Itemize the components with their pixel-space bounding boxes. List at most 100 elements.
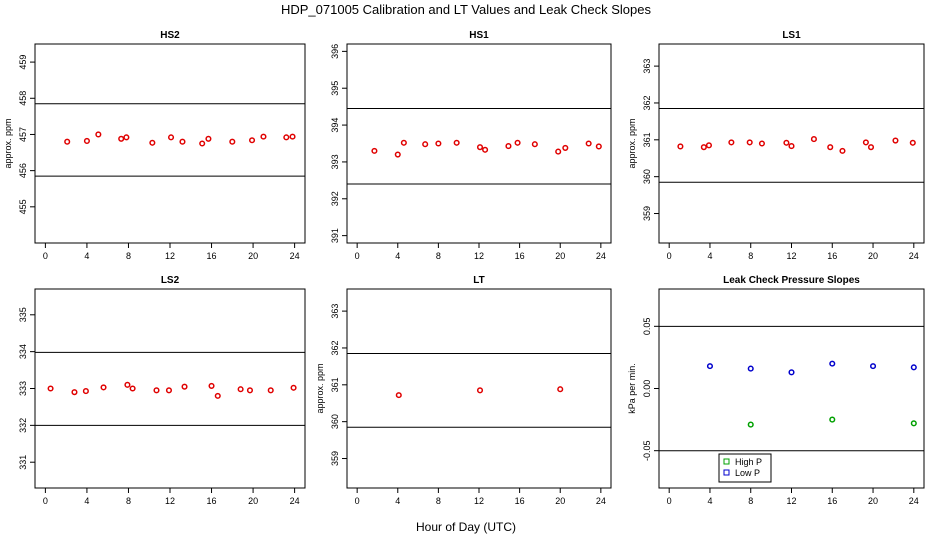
- data-point: [83, 137, 90, 145]
- data-point: [153, 387, 160, 394]
- data-point: [677, 143, 684, 150]
- panel-title: HS2: [160, 30, 180, 41]
- data-point: [165, 387, 173, 394]
- data-point: [214, 392, 221, 399]
- x-tick-label: 4: [707, 496, 712, 506]
- x-tick-label: 20: [868, 496, 878, 506]
- data-point: [149, 139, 156, 146]
- x-tick-label: 12: [474, 251, 484, 261]
- y-tick-label: 391: [330, 228, 340, 243]
- x-tick-label: 16: [515, 496, 525, 506]
- x-tick-label: 16: [515, 251, 525, 261]
- data-point: [706, 363, 714, 370]
- legend-marker: [723, 458, 730, 465]
- data-point: [827, 144, 834, 151]
- y-tick-label: 459: [18, 55, 28, 70]
- data-point: [289, 133, 296, 140]
- panel-title: LT: [473, 275, 484, 286]
- data-point: [862, 139, 869, 146]
- data-point: [788, 143, 795, 150]
- data-point: [747, 365, 754, 372]
- data-point: [208, 382, 215, 389]
- data-point: [746, 139, 753, 146]
- data-point: [422, 141, 429, 148]
- y-tick-label: 332: [18, 418, 28, 433]
- data-point: [705, 142, 712, 149]
- x-tick-label: 12: [165, 251, 175, 261]
- y-axis-label: approx. ppm: [3, 118, 13, 168]
- data-point: [829, 416, 836, 423]
- data-point: [910, 420, 917, 427]
- y-axis-label: approx. ppm: [627, 118, 637, 168]
- data-point: [124, 381, 131, 388]
- y-axis-label: approx. ppm: [315, 363, 325, 413]
- panel-title: LS1: [782, 30, 801, 41]
- x-tick-label: 8: [436, 496, 441, 506]
- data-point: [246, 387, 254, 394]
- data-point: [129, 385, 136, 392]
- x-tick-label: 8: [126, 496, 131, 506]
- x-tick-label: 16: [207, 251, 217, 261]
- data-point: [700, 144, 707, 151]
- y-tick-label: 457: [18, 127, 28, 142]
- data-point: [476, 387, 484, 394]
- x-tick-label: 20: [555, 251, 565, 261]
- x-tick-label: 8: [126, 251, 131, 261]
- plot-frame: [658, 288, 925, 489]
- y-tick-label: 395: [330, 81, 340, 96]
- panel-2: LS1 0 4 8 12 16 20 24 359 360 361 362 363 approx. ppm: [627, 30, 925, 261]
- x-tick-label: 24: [909, 251, 919, 261]
- y-tick-label: 0.05: [642, 318, 652, 336]
- data-point: [267, 387, 274, 394]
- data-point: [237, 386, 244, 393]
- y-tick-label: 335: [18, 307, 28, 322]
- y-tick-label: 363: [330, 304, 340, 319]
- data-point: [394, 151, 401, 158]
- data-point: [555, 148, 562, 155]
- data-point: [585, 140, 592, 147]
- data-point: [910, 364, 917, 371]
- x-tick-label: 24: [909, 496, 919, 506]
- x-tick-label: 8: [748, 251, 753, 261]
- x-tick-label: 0: [43, 251, 48, 261]
- panel-3: LS2 0 4 8 12 16 20 24 331 332 333 334 335: [18, 275, 306, 506]
- y-tick-label: 363: [642, 59, 652, 74]
- data-point: [95, 131, 102, 138]
- y-tick-label: 361: [642, 132, 652, 147]
- panels: HS2 0 4 8 12 16 20 24 455 456 457 458 459 approx. ppm…: [3, 30, 925, 506]
- x-tick-label: 24: [596, 496, 606, 506]
- y-tick-label: 331: [18, 455, 28, 470]
- y-tick-label: 392: [330, 191, 340, 206]
- y-tick-label: 361: [330, 377, 340, 392]
- y-tick-label: 362: [642, 95, 652, 110]
- data-point: [248, 137, 256, 144]
- data-point: [123, 134, 130, 141]
- data-point: [514, 139, 521, 146]
- x-tick-label: 0: [667, 496, 672, 506]
- data-point: [829, 360, 836, 367]
- x-tick-label: 20: [248, 496, 258, 506]
- data-point: [505, 143, 512, 150]
- figure-title: HDP_071005 Calibration and LT Values and…: [281, 2, 652, 17]
- panel-title: HS1: [469, 30, 489, 41]
- x-tick-label: 0: [355, 496, 360, 506]
- data-point: [557, 386, 564, 393]
- x-tick-label: 16: [827, 496, 837, 506]
- y-tick-label: 455: [18, 199, 28, 214]
- data-point: [482, 146, 489, 153]
- panel-5: Leak Check Pressure Slopes 0 4 8 12 16 20 24 -0.…: [627, 275, 925, 506]
- data-point: [371, 147, 378, 154]
- data-point: [869, 363, 877, 370]
- data-point: [100, 384, 107, 391]
- data-point: [179, 138, 186, 145]
- y-tick-label: 396: [330, 44, 340, 59]
- data-point: [476, 144, 484, 151]
- x-tick-label: 12: [786, 496, 796, 506]
- data-point: [118, 135, 125, 142]
- panel-title: LS2: [161, 275, 180, 286]
- data-point: [788, 369, 795, 376]
- x-tick-label: 12: [165, 496, 175, 506]
- x-tick-label: 24: [596, 251, 606, 261]
- data-point: [64, 138, 71, 145]
